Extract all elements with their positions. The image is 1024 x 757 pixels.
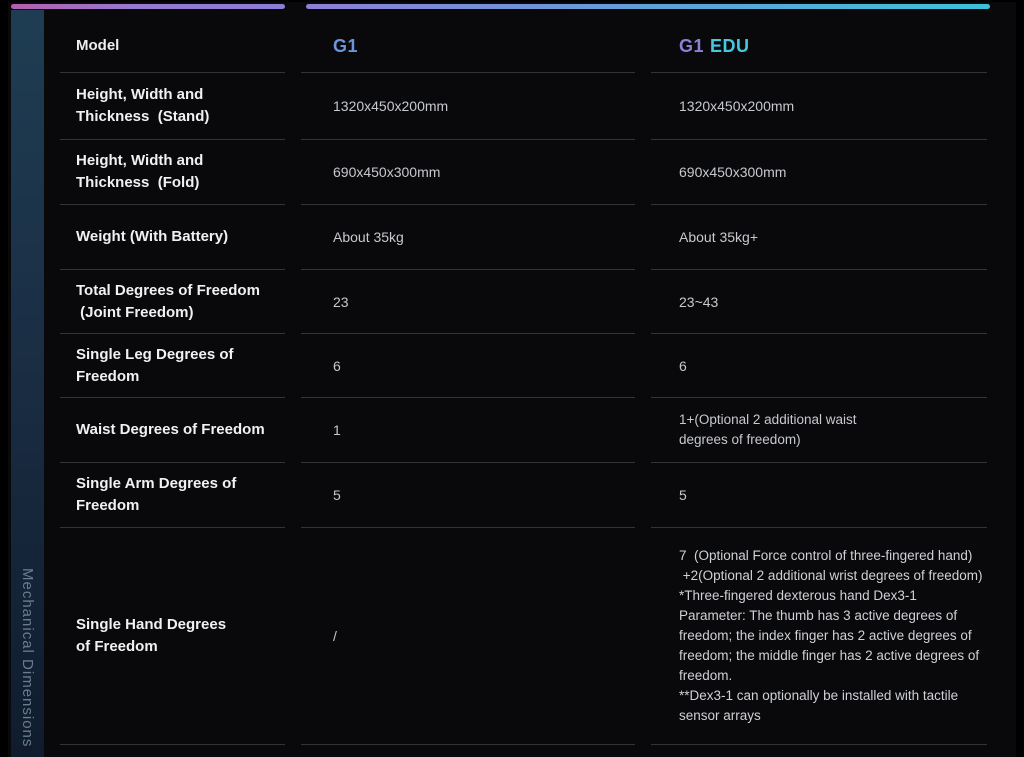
- row-label: Height, Width and Thickness (Fold): [60, 140, 285, 205]
- g1-value: 1: [301, 398, 635, 463]
- table-row-stand-dimensions: Height, Width and Thickness (Stand) 1320…: [60, 73, 987, 140]
- table-row-fold-dimensions: Height, Width and Thickness (Fold) 690x4…: [60, 140, 987, 205]
- table-header-row: Model G1 G1 EDU: [60, 20, 987, 73]
- accent-bar-left: [11, 4, 285, 9]
- g1-value: 23: [301, 270, 635, 334]
- table-row-weight: Weight (With Battery) About 35kg About 3…: [60, 205, 987, 270]
- g1-edu-value: 690x450x300mm: [651, 140, 987, 205]
- page-surface: [8, 2, 1016, 757]
- g1-edu-value: 6: [651, 334, 987, 398]
- accent-bar-right: [306, 4, 990, 9]
- row-label: Height, Width and Thickness (Stand): [60, 73, 285, 140]
- header-g1-edu: G1 EDU: [651, 20, 987, 73]
- row-label: Single Hand Degrees of Freedom: [60, 528, 285, 745]
- table-row-hand-dof: Single Hand Degrees of Freedom / 7 (Opti…: [60, 528, 987, 745]
- section-title-vertical: Mechanical Dimensions: [19, 567, 36, 747]
- g1-value: 6: [301, 334, 635, 398]
- header-edu-part2: EDU: [710, 36, 750, 56]
- row-label: Waist Degrees of Freedom: [60, 398, 285, 463]
- header-edu-part1: G1: [679, 36, 705, 56]
- g1-value: About 35kg: [301, 205, 635, 270]
- g1-value: 5: [301, 463, 635, 528]
- g1-edu-value: 1+(Optional 2 additional waist degrees o…: [651, 398, 987, 463]
- spec-table: Model G1 G1 EDU Height, Width and Thickne…: [60, 20, 987, 745]
- g1-edu-value: 7 (Optional Force control of three-finge…: [651, 528, 987, 745]
- header-g1-edu-label: G1 EDU: [679, 36, 987, 56]
- row-label: Single Arm Degrees of Freedom: [60, 463, 285, 528]
- row-label: Total Degrees of Freedom (Joint Freedom): [60, 270, 285, 334]
- g1-edu-value: About 35kg+: [651, 205, 987, 270]
- table-row-total-dof: Total Degrees of Freedom (Joint Freedom)…: [60, 270, 987, 334]
- section-sidebar: Mechanical Dimensions: [11, 10, 44, 757]
- g1-value: /: [301, 528, 635, 745]
- g1-value: 1320x450x200mm: [301, 73, 635, 140]
- header-g1-label: G1: [333, 36, 359, 56]
- row-label: Weight (With Battery): [60, 205, 285, 270]
- table-row-arm-dof: Single Arm Degrees of Freedom 5 5: [60, 463, 987, 528]
- g1-edu-value: 23~43: [651, 270, 987, 334]
- header-g1: G1: [301, 20, 635, 73]
- table-row-waist-dof: Waist Degrees of Freedom 1 1+(Optional 2…: [60, 398, 987, 463]
- g1-edu-value: 5: [651, 463, 987, 528]
- header-model: Model: [60, 20, 285, 73]
- g1-edu-value: 1320x450x200mm: [651, 73, 987, 140]
- table-row-leg-dof: Single Leg Degrees of Freedom 6 6: [60, 334, 987, 398]
- g1-value: 690x450x300mm: [301, 140, 635, 205]
- row-label: Single Leg Degrees of Freedom: [60, 334, 285, 398]
